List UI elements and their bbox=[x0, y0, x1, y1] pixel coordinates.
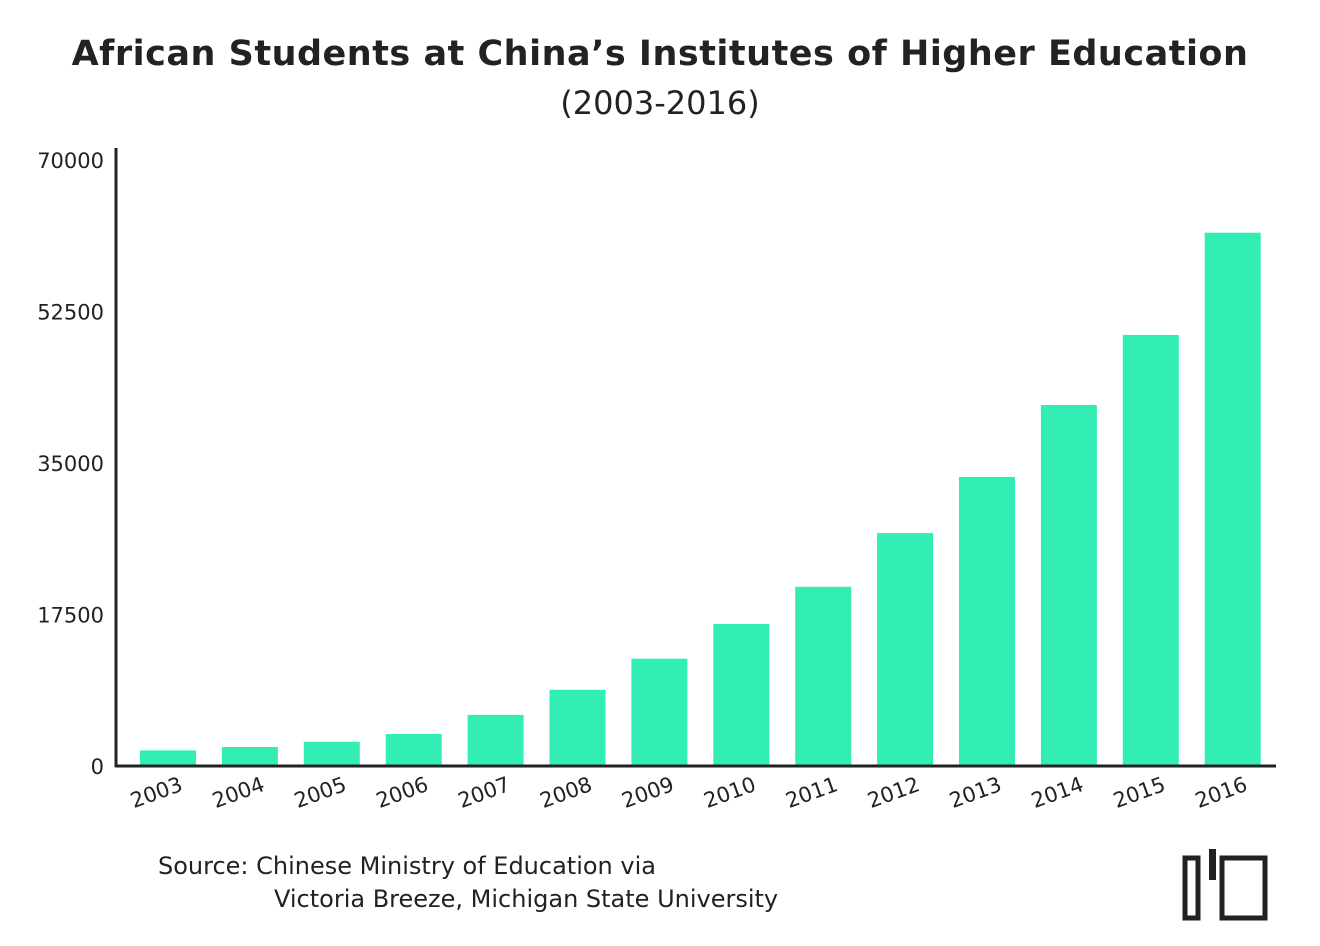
bar-2007 bbox=[467, 714, 524, 766]
bar-2015 bbox=[1122, 334, 1179, 766]
bar-2013 bbox=[959, 476, 1015, 766]
x-tick-label-2006: 2006 bbox=[373, 772, 431, 813]
y-tick-label: 35000 bbox=[37, 452, 104, 476]
bar-2011 bbox=[795, 586, 852, 766]
publisher-logo-icon bbox=[1182, 849, 1268, 921]
bar-2016 bbox=[1204, 232, 1261, 766]
x-tick-label-2008: 2008 bbox=[537, 772, 595, 813]
y-tick-label: 17500 bbox=[37, 604, 104, 628]
chart-title: African Students at China’s Institutes o… bbox=[71, 34, 1249, 74]
source-line-2: Victoria Breeze, Michigan State Universi… bbox=[274, 885, 779, 913]
x-tick-label-2009: 2009 bbox=[619, 772, 677, 813]
x-tick-label-2015: 2015 bbox=[1110, 772, 1168, 813]
x-tick-label-2007: 2007 bbox=[455, 772, 513, 813]
x-tick-label-2010: 2010 bbox=[701, 772, 759, 813]
bar-2004 bbox=[221, 747, 278, 766]
x-tick-label-2005: 2005 bbox=[291, 772, 349, 813]
y-tick-label: 52500 bbox=[37, 301, 104, 325]
x-tick-label-2014: 2014 bbox=[1028, 772, 1086, 813]
bar-2012 bbox=[877, 533, 934, 766]
bar-2006 bbox=[385, 734, 442, 766]
bar-2014 bbox=[1040, 405, 1097, 766]
x-tick-label-2016: 2016 bbox=[1192, 772, 1250, 813]
y-tick-label: 0 bbox=[91, 755, 104, 779]
x-tick-label-2003: 2003 bbox=[127, 772, 185, 813]
bar-2008 bbox=[549, 689, 606, 766]
x-tick-label-2012: 2012 bbox=[864, 772, 922, 813]
bar-2005 bbox=[303, 741, 360, 766]
source-note: Source: Chinese Ministry of Education vi… bbox=[158, 850, 778, 916]
x-tick-label-2013: 2013 bbox=[946, 772, 1004, 813]
source-line-1: Source: Chinese Ministry of Education vi… bbox=[158, 852, 656, 880]
bar-2010 bbox=[713, 624, 770, 766]
bar-2003 bbox=[140, 750, 196, 766]
bar-2009 bbox=[631, 658, 688, 766]
y-tick-label: 70000 bbox=[37, 149, 104, 173]
chart-subtitle: (2003-2016) bbox=[560, 84, 760, 122]
x-tick-label-2004: 2004 bbox=[209, 772, 267, 813]
x-tick-label-2011: 2011 bbox=[782, 772, 840, 813]
